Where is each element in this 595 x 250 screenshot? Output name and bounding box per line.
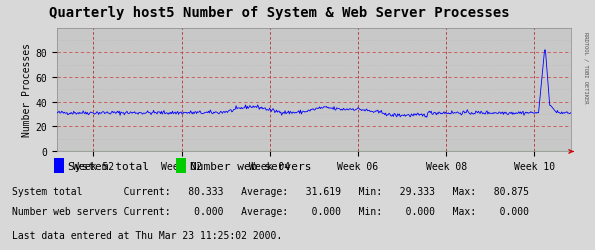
Text: Number web servers: Number web servers xyxy=(190,161,312,171)
Text: RRDTOOL / TOBI OETIKER: RRDTOOL / TOBI OETIKER xyxy=(584,32,588,103)
Y-axis label: Number Processes: Number Processes xyxy=(22,43,32,137)
Text: Last data entered at Thu Mar 23 11:25:02 2000.: Last data entered at Thu Mar 23 11:25:02… xyxy=(12,230,282,240)
Text: System total: System total xyxy=(68,161,149,171)
Text: Number web servers Current:    0.000   Average:    0.000   Min:    0.000   Max: : Number web servers Current: 0.000 Averag… xyxy=(12,206,529,216)
Text: System total       Current:   80.333   Average:   31.619   Min:   29.333   Max: : System total Current: 80.333 Average: 31… xyxy=(12,186,529,196)
Text: Quarterly host5 Number of System & Web Server Processes: Quarterly host5 Number of System & Web S… xyxy=(49,6,510,20)
